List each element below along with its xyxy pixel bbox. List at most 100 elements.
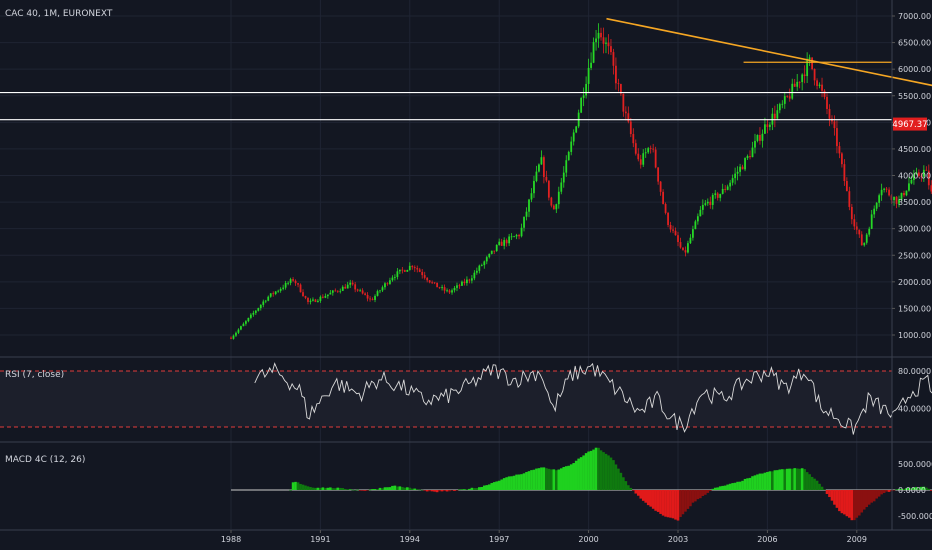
candle-body bbox=[453, 287, 456, 291]
candle-body bbox=[259, 304, 262, 309]
macd-bar bbox=[299, 483, 302, 490]
candle-body bbox=[885, 188, 888, 190]
macd-bar bbox=[848, 490, 851, 518]
candle-body bbox=[719, 193, 722, 198]
macd-bar bbox=[604, 453, 608, 490]
candle bbox=[612, 48, 615, 75]
macd-bar bbox=[403, 487, 407, 490]
candle bbox=[910, 175, 913, 185]
price-drawings[interactable] bbox=[0, 17, 932, 249]
macd-bar bbox=[351, 489, 354, 491]
candle bbox=[913, 169, 915, 185]
macd-title[interactable]: MACD 4C (12, 26) bbox=[5, 455, 85, 465]
candle-body bbox=[242, 323, 245, 327]
candle-body bbox=[406, 270, 409, 272]
candle-body bbox=[778, 104, 781, 111]
candle bbox=[781, 100, 784, 109]
candle bbox=[396, 268, 399, 280]
macd-bar bbox=[527, 471, 531, 490]
rsi-axis[interactable]: 80.0000 40.0000 bbox=[898, 367, 931, 413]
candle-body bbox=[485, 257, 488, 262]
macd-bar bbox=[753, 475, 757, 490]
candle bbox=[898, 195, 900, 208]
candle-body bbox=[560, 182, 563, 192]
macd-bar bbox=[704, 490, 707, 495]
candle-body bbox=[850, 206, 853, 220]
candle-body bbox=[247, 317, 250, 322]
macd-bar bbox=[483, 485, 486, 490]
candle bbox=[480, 263, 483, 267]
candle bbox=[838, 141, 841, 159]
macd-bar bbox=[294, 481, 297, 490]
price-pane[interactable] bbox=[0, 0, 932, 529]
candle-body bbox=[662, 191, 664, 204]
candle bbox=[398, 269, 401, 275]
candle-body bbox=[649, 148, 652, 149]
candle bbox=[803, 65, 806, 84]
price-tick-label: 2500.00 bbox=[898, 251, 931, 260]
macd-bar bbox=[617, 468, 620, 490]
candle bbox=[749, 150, 751, 160]
candle-body bbox=[411, 265, 414, 268]
macd-axis[interactable]: 500.0000 0.0000 -500.0000 bbox=[898, 460, 932, 521]
candle-body bbox=[855, 226, 858, 230]
macd-bar bbox=[396, 486, 399, 490]
candle-body bbox=[456, 285, 458, 288]
candle-body bbox=[607, 42, 610, 47]
candle-body bbox=[600, 32, 602, 38]
candle-body bbox=[294, 280, 297, 284]
symbol-title[interactable]: CAC 40, 1M, EURONEXT bbox=[5, 9, 113, 19]
macd-bar bbox=[815, 480, 819, 490]
candle bbox=[351, 280, 354, 286]
price-tick-label: 3500.00 bbox=[898, 198, 931, 207]
last-price-tag-box bbox=[893, 117, 927, 131]
candle-body bbox=[841, 153, 843, 165]
candle-body bbox=[773, 113, 776, 119]
macd-bar bbox=[579, 457, 583, 490]
candle bbox=[446, 288, 448, 293]
candle-body bbox=[619, 84, 622, 94]
candle bbox=[930, 180, 932, 194]
candle bbox=[917, 169, 920, 178]
candle-body bbox=[550, 197, 553, 206]
candle bbox=[493, 250, 496, 255]
candle bbox=[647, 146, 650, 154]
candle-body bbox=[647, 148, 650, 153]
rsi-title[interactable]: RSI (7, close) bbox=[5, 370, 64, 380]
candle bbox=[627, 106, 630, 124]
candle bbox=[307, 297, 309, 305]
candle-body bbox=[575, 126, 578, 133]
candle bbox=[254, 309, 257, 315]
candle-body bbox=[431, 282, 434, 284]
candle-body bbox=[396, 271, 399, 278]
macd-bar bbox=[512, 475, 516, 490]
candle-body bbox=[384, 283, 386, 288]
macd-bar bbox=[443, 490, 446, 491]
candle-body bbox=[386, 283, 389, 285]
candle bbox=[533, 175, 535, 198]
macd-bar bbox=[356, 489, 359, 491]
candle bbox=[386, 282, 389, 286]
candle bbox=[543, 155, 545, 184]
macd-bar bbox=[880, 490, 883, 495]
candle-body bbox=[644, 152, 647, 154]
candle-body bbox=[525, 211, 528, 217]
candle-body bbox=[845, 181, 848, 192]
rsi-pane[interactable] bbox=[0, 362, 932, 435]
candle-body bbox=[490, 250, 493, 254]
candle-body bbox=[756, 134, 759, 141]
macd-bar bbox=[296, 482, 300, 490]
time-axis[interactable]: 1988199119941997200020032006200920122015… bbox=[221, 530, 932, 544]
macd-bar bbox=[803, 469, 806, 490]
macd-bar bbox=[627, 485, 630, 490]
candle-body bbox=[451, 290, 453, 293]
macd-bar bbox=[500, 479, 503, 490]
candle-body bbox=[235, 332, 237, 336]
candle bbox=[500, 238, 503, 246]
candle bbox=[560, 177, 563, 195]
candle-body bbox=[597, 32, 600, 39]
candle bbox=[597, 23, 600, 48]
candle-body bbox=[379, 290, 381, 292]
macd-pane[interactable] bbox=[231, 447, 932, 521]
